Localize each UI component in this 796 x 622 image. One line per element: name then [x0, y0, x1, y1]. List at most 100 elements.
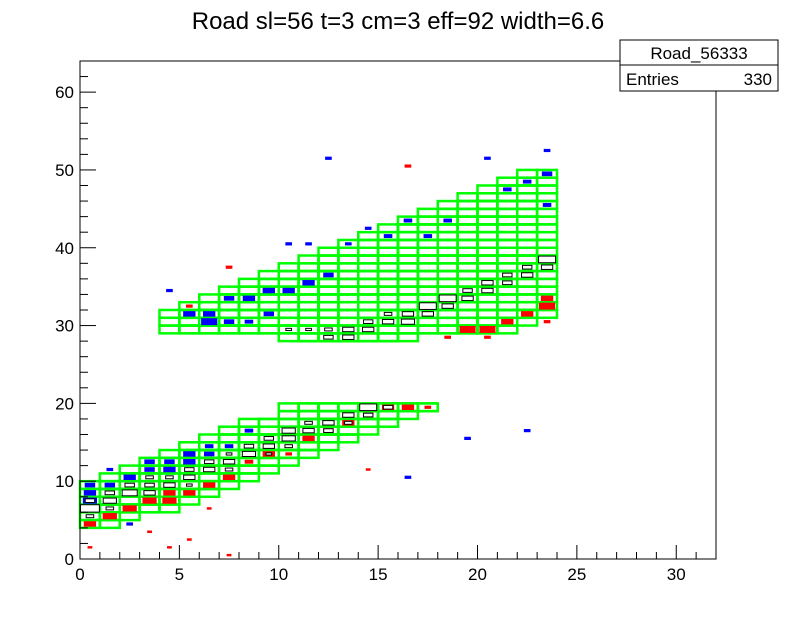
hit-box	[184, 467, 195, 472]
hit-box	[362, 412, 374, 418]
hit-box	[143, 490, 156, 496]
blue-hit	[144, 459, 155, 465]
red-hit	[87, 546, 93, 549]
y-tick-label: 40	[55, 239, 74, 258]
hit-box	[324, 327, 333, 332]
blue-hit	[543, 148, 551, 153]
hit-box	[502, 272, 513, 278]
hit-box	[521, 264, 533, 270]
x-tick-label: 5	[175, 565, 184, 584]
blue-hit	[244, 428, 254, 433]
red-hit	[206, 507, 212, 510]
hit-box	[305, 327, 312, 332]
blue-hit	[183, 311, 196, 317]
road-cell	[277, 402, 300, 413]
red-hit	[444, 335, 452, 339]
blue-hit	[83, 490, 97, 496]
red-hit	[186, 538, 192, 541]
road-cell	[158, 308, 181, 320]
x-tick-label: 15	[369, 565, 388, 584]
hit-box	[344, 420, 353, 425]
x-tick-label: 10	[269, 565, 288, 584]
blue-hit	[106, 467, 114, 472]
hit-box	[124, 482, 135, 488]
hit-box	[281, 427, 296, 434]
blue-hit	[183, 459, 196, 465]
red-hit	[539, 302, 556, 310]
blue-hit	[323, 272, 334, 278]
road-cell	[297, 254, 320, 265]
blue-hit	[285, 242, 293, 246]
hit-box	[104, 490, 116, 496]
hit-box	[265, 452, 273, 456]
chart-axes: 0 5 10 15 20 25 30 0 10 20 30 40 50 60	[55, 60, 717, 584]
blue-hit	[203, 311, 216, 317]
red-hit	[185, 304, 193, 308]
hit-box	[262, 443, 275, 449]
hit-box	[281, 435, 296, 442]
hit-box	[441, 303, 454, 309]
y-tick-label: 30	[55, 317, 74, 336]
hit-box	[145, 475, 154, 480]
blue-hit	[364, 226, 372, 230]
hit-box	[362, 326, 375, 333]
red-hit	[147, 530, 152, 534]
hit-box	[342, 412, 355, 418]
blue-hit	[383, 234, 393, 239]
y-tick-label: 60	[55, 83, 74, 102]
road-cell	[98, 472, 121, 483]
red-hit	[162, 497, 177, 504]
hit-box	[462, 288, 473, 293]
x-tick-label: 0	[75, 565, 84, 584]
y-tick-label: 50	[55, 161, 74, 180]
road-cell	[178, 441, 201, 452]
road-cell	[535, 168, 559, 179]
stats-box: Road_56333 Entries 330	[619, 39, 779, 92]
blue-hit	[204, 444, 214, 449]
red-hit	[540, 295, 554, 302]
hit-box	[284, 444, 293, 449]
road-cell	[257, 417, 280, 428]
x-tick-label: 25	[567, 565, 586, 584]
hit-box	[121, 489, 138, 497]
road-cell	[217, 425, 241, 436]
hit-box	[185, 483, 193, 487]
blue-hit	[163, 466, 176, 473]
red-hit	[244, 459, 254, 464]
red-hit	[183, 490, 196, 496]
red-hit	[285, 452, 293, 456]
road-cell	[237, 417, 261, 428]
blue-hit	[522, 179, 532, 184]
red-hit	[479, 325, 496, 333]
red-hit	[167, 546, 172, 549]
road-cell	[357, 230, 380, 242]
blue-hit	[302, 280, 315, 286]
blue-hit	[503, 187, 512, 192]
hit-box	[79, 504, 100, 513]
road-cell	[198, 293, 221, 304]
road-cell	[337, 402, 360, 413]
hit-box	[225, 452, 233, 456]
hit-box	[521, 272, 534, 278]
stats-entries-value: 330	[744, 70, 772, 89]
red-hit	[222, 474, 236, 481]
red-hit	[521, 311, 534, 317]
red-hit	[163, 490, 176, 496]
hit-box	[323, 334, 334, 340]
blue-hit	[282, 287, 295, 294]
red-hit	[225, 265, 233, 269]
blue-hit	[183, 451, 196, 457]
hit-box	[342, 334, 355, 340]
blue-hit	[443, 218, 452, 223]
hit-box	[538, 255, 557, 264]
blue-hit	[262, 287, 275, 294]
road-cell	[158, 448, 181, 460]
road-cell	[257, 269, 280, 281]
blue-hit	[203, 451, 215, 457]
hit-box	[540, 264, 554, 270]
chart-marks	[78, 148, 559, 557]
red-hit	[543, 320, 551, 324]
blue-hit	[164, 459, 175, 465]
blue-hit	[542, 202, 552, 207]
red-hit	[404, 164, 412, 168]
